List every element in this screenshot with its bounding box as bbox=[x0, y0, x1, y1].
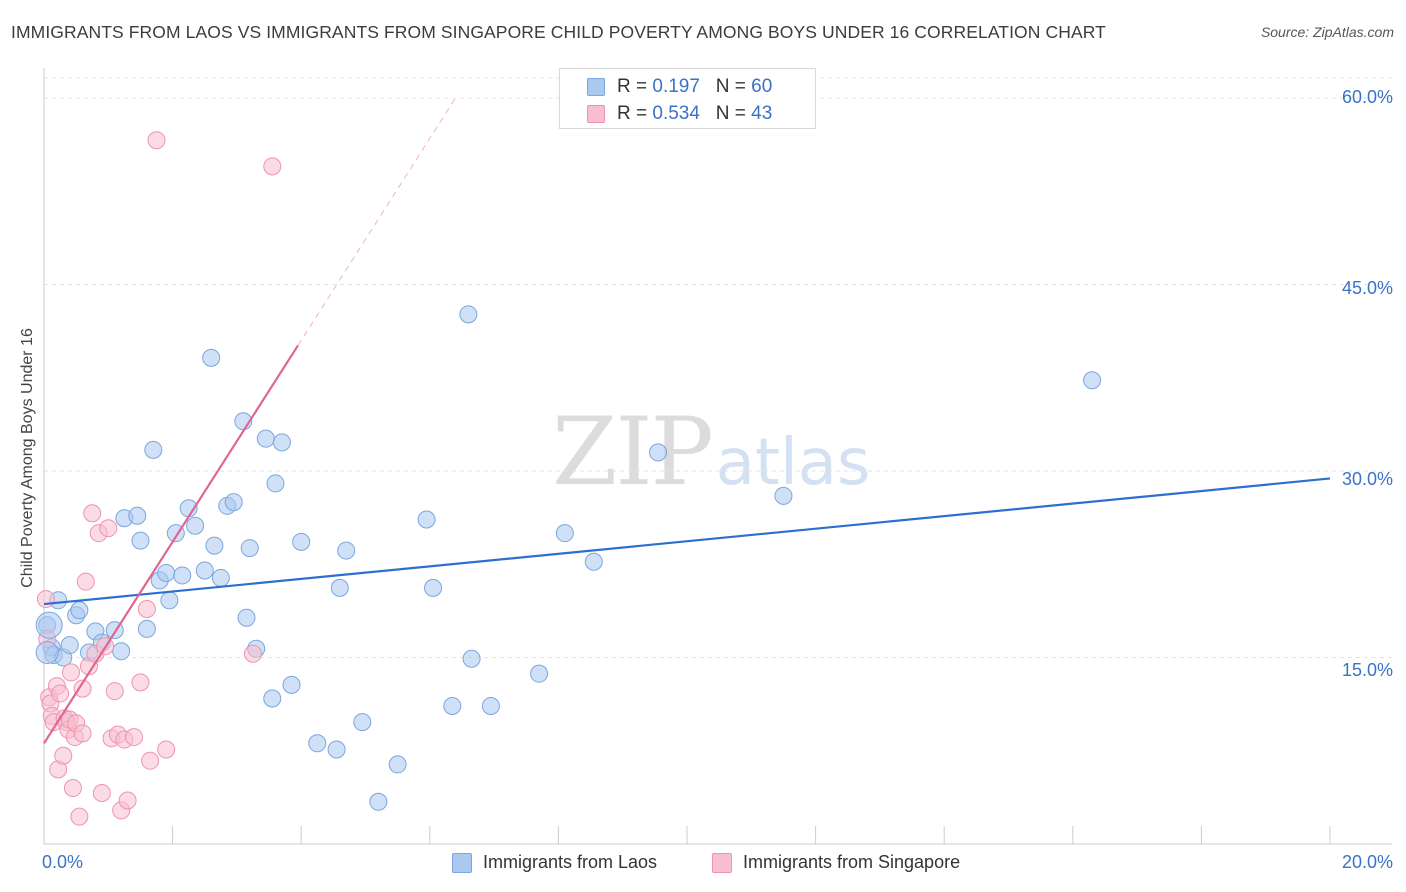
legend-n-value-laos: 60 bbox=[751, 76, 773, 97]
laos-point bbox=[330, 578, 349, 597]
laos-point bbox=[459, 305, 478, 324]
singapore-point bbox=[70, 807, 89, 826]
y-tick-label: 15.0% bbox=[1341, 660, 1393, 680]
laos-point bbox=[649, 443, 668, 462]
laos-point bbox=[417, 510, 436, 529]
legend-swatch-laos bbox=[587, 78, 605, 96]
laos-point bbox=[173, 566, 192, 585]
laos-point bbox=[388, 755, 407, 774]
laos-point bbox=[60, 636, 79, 655]
laos-point bbox=[263, 689, 282, 708]
laos-point bbox=[481, 696, 500, 715]
singapore-point bbox=[73, 724, 92, 743]
laos-point bbox=[35, 641, 59, 665]
laos-point bbox=[160, 591, 179, 610]
y-tick-label: 30.0% bbox=[1341, 469, 1393, 489]
legend-n-label: N = bbox=[715, 76, 752, 97]
laos-point bbox=[186, 516, 205, 535]
laos-point bbox=[337, 541, 356, 560]
legend-n-value-singapore: 43 bbox=[751, 103, 773, 124]
legend-swatch-singapore bbox=[587, 105, 605, 123]
singapore-point bbox=[141, 751, 160, 770]
singapore-trend-line-extension bbox=[297, 97, 456, 346]
singapore-point bbox=[137, 600, 156, 619]
singapore-point bbox=[125, 728, 144, 747]
legend-n-label: N = bbox=[715, 103, 752, 124]
singapore-point bbox=[131, 673, 150, 692]
singapore-point bbox=[54, 746, 73, 765]
laos-point bbox=[555, 524, 574, 543]
laos-point bbox=[128, 506, 147, 525]
singapore-point bbox=[263, 157, 282, 176]
singapore-trend-line bbox=[43, 344, 299, 744]
legend-r-value-singapore: 0.534 bbox=[652, 103, 700, 124]
laos-point bbox=[224, 493, 243, 512]
laos-point bbox=[202, 348, 221, 367]
laos-point bbox=[424, 578, 443, 597]
legend-r-value-laos: 0.197 bbox=[652, 76, 700, 97]
laos-point bbox=[195, 561, 214, 580]
x-tick-label: 20.0% bbox=[1341, 852, 1393, 872]
singapore-point bbox=[36, 590, 55, 609]
singapore-point bbox=[76, 572, 95, 591]
singapore-point bbox=[118, 791, 137, 810]
singapore-point bbox=[99, 519, 118, 538]
legend-swatch-laos bbox=[452, 853, 472, 873]
laos-point bbox=[240, 539, 259, 558]
laos-point bbox=[144, 440, 163, 459]
laos-point bbox=[584, 552, 603, 571]
laos-point bbox=[443, 696, 462, 715]
laos-point bbox=[70, 601, 89, 620]
laos-point bbox=[272, 433, 291, 452]
laos-point bbox=[112, 642, 131, 661]
laos-point bbox=[327, 740, 346, 759]
laos-point bbox=[237, 608, 256, 627]
laos-point bbox=[137, 619, 156, 638]
y-tick-label: 45.0% bbox=[1341, 278, 1393, 298]
singapore-point bbox=[147, 131, 166, 150]
legend-swatch-singapore bbox=[712, 853, 732, 873]
singapore-point bbox=[62, 663, 81, 682]
laos-point bbox=[292, 532, 311, 551]
laos-point bbox=[530, 664, 549, 683]
laos-point bbox=[205, 536, 224, 555]
legend-label-singapore: Immigrants from Singapore bbox=[743, 852, 961, 872]
laos-point bbox=[266, 474, 285, 493]
laos-point bbox=[131, 531, 150, 550]
singapore-point bbox=[83, 504, 102, 523]
laos-point bbox=[462, 649, 481, 668]
y-tick-label: 60.0% bbox=[1341, 87, 1393, 107]
chart-title: IMMIGRANTS FROM LAOS VS IMMIGRANTS FROM … bbox=[11, 22, 1106, 42]
singapore-point bbox=[92, 784, 111, 803]
singapore-point bbox=[105, 682, 124, 701]
laos-point bbox=[157, 563, 176, 582]
laos-point bbox=[211, 568, 230, 587]
laos-point bbox=[1083, 371, 1102, 390]
singapore-point bbox=[157, 740, 176, 759]
singapore-point bbox=[73, 679, 92, 698]
laos-point bbox=[774, 486, 793, 505]
singapore-point bbox=[51, 684, 70, 703]
laos-point bbox=[35, 611, 63, 639]
singapore-point bbox=[63, 779, 82, 798]
laos-point bbox=[256, 429, 275, 448]
legend-r-label: R = bbox=[617, 76, 653, 97]
laos-point bbox=[369, 792, 388, 811]
source-label: Source: ZipAtlas.com bbox=[1260, 24, 1394, 40]
laos-point bbox=[308, 734, 327, 753]
legend-r-label: R = bbox=[617, 103, 653, 124]
singapore-point bbox=[243, 644, 262, 663]
correlation-legend: R = 0.197 N = 60 R = 0.534 N = 43 bbox=[559, 68, 816, 129]
laos-point bbox=[282, 675, 301, 694]
legend-label-laos: Immigrants from Laos bbox=[483, 852, 658, 872]
laos-trend-line bbox=[43, 477, 1331, 606]
x-tick-label: 0.0% bbox=[42, 852, 84, 872]
laos-point bbox=[353, 713, 372, 732]
